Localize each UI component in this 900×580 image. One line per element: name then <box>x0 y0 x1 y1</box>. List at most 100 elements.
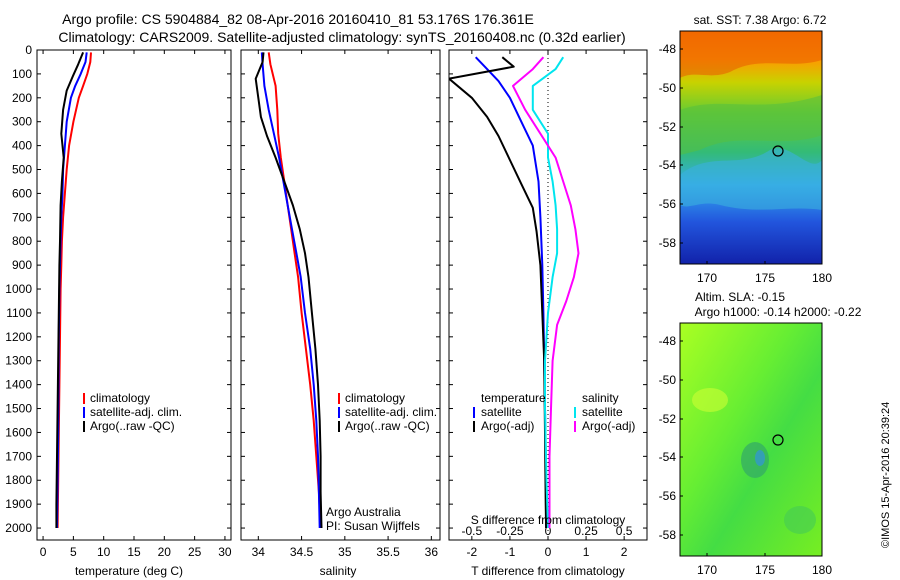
map-x-tick-label: 180 <box>812 563 832 577</box>
x-tick-label: 2 <box>621 545 628 559</box>
map-y-tick-label: -58 <box>659 528 677 542</box>
sst-map-axes: -48 -50 -52 -54 -56 -58 170 175 180 <box>659 42 833 285</box>
sst-argo-position-marker <box>772 145 784 157</box>
depth-axis: 0 100 200 300 400 500 600 700 800 900 1000 1100 1200… <box>5 43 32 535</box>
difference-plot: -2 -1 0 1 2 -0.5 -0.25 0 0.25 0.5 <box>449 49 647 559</box>
legend-label-s-satellite: satellite <box>582 405 623 419</box>
sst-map-green-band <box>680 95 822 155</box>
map-y-tick-label: -56 <box>659 197 677 211</box>
map-y-tick-label: -54 <box>659 158 677 172</box>
map-y-tick-label: -50 <box>659 373 677 387</box>
sst-map-frame <box>679 30 823 265</box>
legend-label-climatology: climatology <box>90 391 150 405</box>
sst-map-title: sat. SST: 7.38 Argo: 6.72 <box>694 13 827 27</box>
s-difference-tick-label: 0.5 <box>616 524 633 538</box>
x-tick-label: 1 <box>583 545 590 559</box>
x-tick-label: 20 <box>158 545 172 559</box>
s-difference-tick-label: -0.5 <box>462 524 483 538</box>
x-tick-label: 25 <box>188 545 202 559</box>
map-x-tick-label: 180 <box>812 271 832 285</box>
difference-legend: temperature satellite Argo(-adj) salinit… <box>473 391 635 433</box>
x-tick-label: 35 <box>338 545 352 559</box>
legend-label-argo: Argo(..raw -QC) <box>345 419 430 433</box>
s-difference-tick-label: 0 <box>545 524 552 538</box>
sla-map: Altim. SLA: -0.15 Argo h1000: -0.14 h200… <box>659 290 862 577</box>
depth-tick-label: 1300 <box>5 354 32 368</box>
depth-tick-label: 100 <box>12 67 32 81</box>
series-group <box>254 52 323 529</box>
x-tick-label: 15 <box>127 545 141 559</box>
depth-tick-label: 2000 <box>5 521 32 535</box>
legend-header-salinity: salinity <box>582 391 619 405</box>
credit-timestamp: ©IMOS 15-Apr-2016 20:39:24 <box>880 402 892 548</box>
annotation-pi-name: PI: Susan Wijffels <box>326 519 420 533</box>
map-y-tick-label: -52 <box>659 120 677 134</box>
depth-tick-label: 1900 <box>5 497 32 511</box>
s-difference-axis-label: S difference from climatology <box>471 513 626 527</box>
s-difference-tick-label: 0.25 <box>574 524 598 538</box>
x-tick-label: 36 <box>425 545 439 559</box>
depth-tick-label: 800 <box>12 234 32 248</box>
x-tick-label: 0 <box>545 545 552 559</box>
sla-map-blob <box>692 388 728 412</box>
legend-label-satellite: satellite-adj. clim. <box>345 405 437 419</box>
depth-tick-label: 1500 <box>5 402 32 416</box>
x-tick-label: 30 <box>218 545 232 559</box>
sla-map-title-line1: Altim. SLA: -0.15 <box>695 290 785 304</box>
x-tick-label: 35.5 <box>376 545 400 559</box>
sla-map-title-line2: Argo h1000: -0.14 h2000: -0.22 <box>695 305 862 319</box>
salinity-plot: 34 34.5 35 35.5 36 <box>241 49 440 559</box>
salinity-axis-label: salinity <box>320 564 357 578</box>
salinity-panel-frame <box>240 49 441 541</box>
depth-tick-label: 1200 <box>5 330 32 344</box>
s-difference-tick-label: -0.25 <box>496 524 524 538</box>
legend-label-t-satellite: satellite <box>481 405 522 419</box>
depth-tick-label: 1700 <box>5 449 32 463</box>
depth-tick-label: 1600 <box>5 425 32 439</box>
series-group <box>449 56 580 529</box>
series-line-argo-raw-qc <box>55 52 85 528</box>
series-group <box>55 52 92 529</box>
x-tick-label: 0 <box>40 545 47 559</box>
sla-map-blob <box>755 450 765 466</box>
map-x-tick-label: 175 <box>755 271 775 285</box>
temperature-plot: 0 5 10 15 20 25 30 <box>37 49 232 559</box>
map-y-tick-label: -50 <box>659 81 677 95</box>
map-x-tick-label: 170 <box>697 563 717 577</box>
map-x-tick-label: 170 <box>697 271 717 285</box>
sst-map-cold-tongue <box>680 148 822 210</box>
sst-map-warm-patch <box>680 31 822 78</box>
map-y-tick-label: -56 <box>659 489 677 503</box>
series-line-argo-raw-qc <box>254 52 323 529</box>
sla-map-axes: -48 -50 -52 -54 -56 -58 170 175 180 <box>659 334 833 577</box>
sla-map-blob <box>784 506 816 534</box>
map-y-tick-label: -48 <box>659 334 677 348</box>
depth-tick-label: 500 <box>12 163 32 177</box>
chart-title-line2: Climatology: CARS2009. Satellite-adjuste… <box>58 29 625 45</box>
x-tick-label: 5 <box>70 545 77 559</box>
map-x-tick-label: 175 <box>755 563 775 577</box>
map-y-tick-label: -52 <box>659 412 677 426</box>
temperature-axis-label: temperature (deg C) <box>75 564 183 578</box>
depth-tick-label: 700 <box>12 210 32 224</box>
series-line-s-argo-adj <box>512 56 580 528</box>
t-difference-axis-label: T difference from climatology <box>471 564 625 578</box>
temperature-legend: climatology satellite-adj. clim. Argo(..… <box>83 391 182 433</box>
legend-label-s-argo: Argo(-adj) <box>582 419 635 433</box>
x-tick-label: 34 <box>252 545 266 559</box>
depth-tick-label: 1100 <box>6 306 32 320</box>
annotation-argo-australia: Argo Australia <box>326 505 401 519</box>
salinity-legend: climatology satellite-adj. clim. Argo(..… <box>326 391 437 533</box>
depth-tick-label: 900 <box>12 258 32 272</box>
map-y-tick-label: -54 <box>659 450 677 464</box>
series-line-satellite-adj-clim <box>260 52 321 529</box>
x-tick-label: 34.5 <box>290 545 314 559</box>
map-y-tick-label: -58 <box>659 236 677 250</box>
series-line-t-argo-adj <box>449 56 548 529</box>
legend-label-satellite: satellite-adj. clim. <box>90 405 182 419</box>
depth-tick-label: 0 <box>25 43 32 57</box>
legend-label-argo: Argo(..raw -QC) <box>90 419 175 433</box>
legend-header-temperature: temperature <box>481 391 546 405</box>
depth-tick-label: 1000 <box>5 282 32 296</box>
